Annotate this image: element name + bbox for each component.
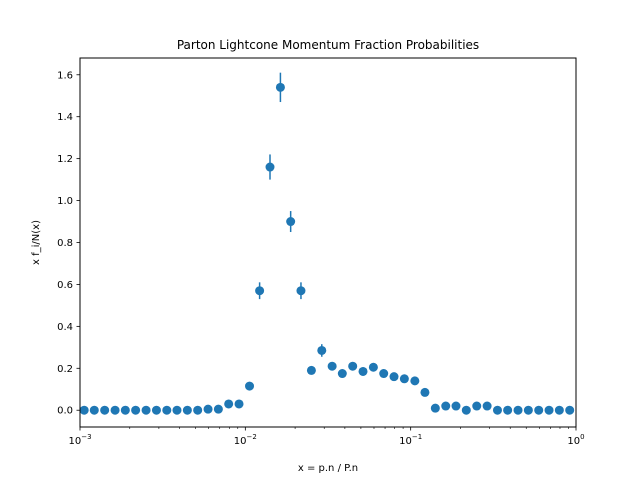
data-point — [492, 405, 502, 415]
data-point — [306, 365, 316, 375]
data-point — [151, 405, 161, 415]
data-point — [317, 345, 327, 355]
data-point — [162, 405, 172, 415]
data-point — [255, 286, 265, 296]
y-tick-label: 0.2 — [57, 364, 73, 375]
data-point — [245, 381, 255, 391]
data-point — [120, 405, 130, 415]
data-point — [327, 361, 337, 371]
data-point — [461, 405, 471, 415]
x-tick-label: 10−2 — [234, 433, 257, 447]
data-point — [410, 376, 420, 386]
data-point — [482, 401, 492, 411]
chart-title: Parton Lightcone Momentum Fraction Proba… — [177, 38, 479, 52]
data-point — [565, 405, 575, 415]
data-point — [420, 387, 430, 397]
y-tick-label: 0.6 — [57, 280, 73, 291]
data-point — [348, 361, 358, 371]
data-point — [131, 405, 141, 415]
x-tick-label: 10−1 — [399, 433, 422, 447]
data-point — [544, 405, 554, 415]
y-tick-label: 1.2 — [57, 154, 73, 165]
data-point — [534, 405, 544, 415]
data-point — [100, 405, 110, 415]
data-point — [203, 404, 213, 414]
data-point — [441, 401, 451, 411]
x-axis-label: x = p.n / P.n — [298, 463, 358, 474]
data-point — [337, 369, 347, 379]
data-point — [172, 405, 182, 415]
data-point — [286, 217, 296, 227]
data-point — [554, 405, 564, 415]
y-tick-label: 0.4 — [57, 322, 73, 333]
data-point — [513, 405, 523, 415]
data-point — [430, 403, 440, 413]
data-point — [193, 405, 203, 415]
data-point — [472, 401, 482, 411]
y-tick-label: 1.0 — [57, 196, 73, 207]
data-point — [141, 405, 151, 415]
data-point — [358, 366, 368, 376]
y-tick-label: 0.0 — [57, 406, 73, 417]
y-axis-label: x f_i/N(x) — [31, 220, 42, 265]
data-point — [503, 405, 513, 415]
data-point — [389, 372, 399, 382]
data-point — [379, 369, 389, 379]
y-tick-label: 1.6 — [57, 70, 73, 81]
data-point — [275, 82, 285, 92]
data-point — [523, 405, 533, 415]
data-point — [234, 399, 244, 409]
data-point — [110, 405, 120, 415]
x-tick-label: 10−3 — [68, 433, 91, 447]
data-point — [224, 399, 234, 409]
data-point — [296, 286, 306, 296]
data-point — [368, 362, 378, 372]
data-point — [265, 162, 275, 172]
y-tick-label: 1.4 — [57, 112, 73, 123]
data-point — [182, 405, 192, 415]
data-point — [79, 405, 89, 415]
axes-frame — [79, 57, 577, 428]
y-tick-label: 0.8 — [57, 238, 73, 249]
data-point — [399, 374, 409, 384]
y-axis-ticks: 0.0 0.2 0.4 0.6 0.8 1.0 1.2 1.4 1.6 — [57, 70, 80, 417]
data-point — [213, 404, 223, 414]
data-point — [89, 405, 99, 415]
x-tick-label: 100 — [567, 433, 584, 447]
data-point — [451, 401, 461, 411]
plot-area — [79, 72, 575, 415]
